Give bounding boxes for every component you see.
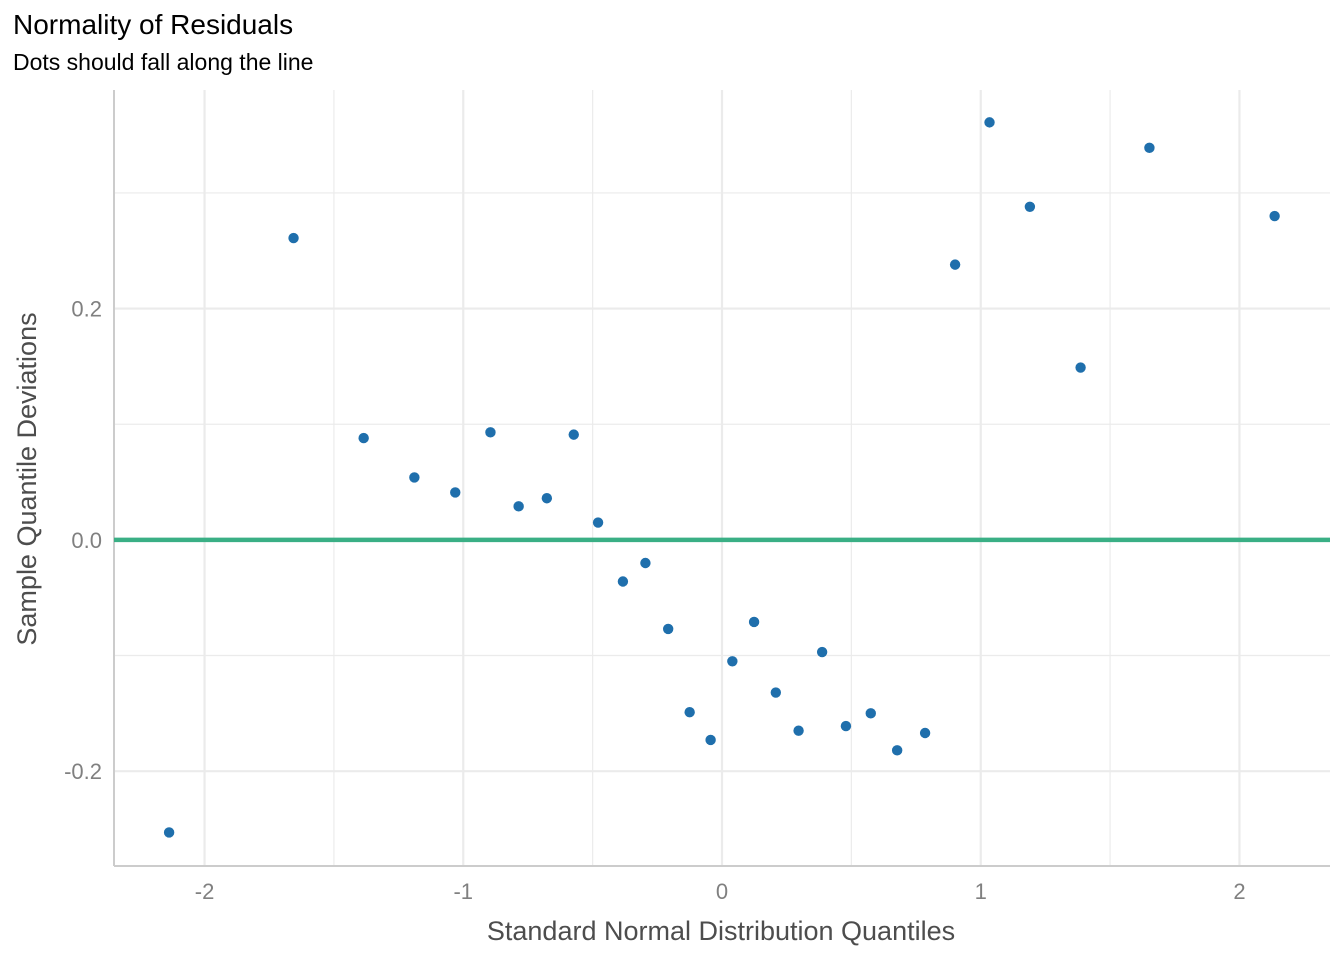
data-point — [288, 232, 299, 244]
data-point — [485, 427, 496, 438]
data-point — [617, 576, 629, 587]
data-point — [816, 646, 828, 658]
data-point — [949, 259, 961, 270]
data-point — [568, 429, 579, 440]
axes — [113, 90, 1330, 867]
major-gridlines — [114, 90, 1330, 866]
y-tick-label: -0.2 — [64, 759, 102, 784]
data-point — [640, 557, 651, 569]
x-tick-label: -2 — [195, 879, 215, 904]
data-point — [984, 117, 995, 128]
data-point — [748, 616, 760, 628]
data-point — [793, 725, 804, 736]
data-point — [1269, 210, 1280, 222]
data-point — [163, 827, 175, 838]
x-axis-title: Standard Normal Distribution Quantiles — [487, 916, 955, 946]
data-point — [513, 501, 524, 512]
data-point — [450, 487, 461, 498]
y-tick-label: 0.2 — [71, 297, 102, 322]
chart-title: Normality of Residuals — [13, 9, 293, 40]
x-tick-label: 2 — [1233, 879, 1245, 904]
x-tick-label: 0 — [716, 879, 728, 904]
data-points — [163, 117, 1280, 838]
chart-subtitle: Dots should fall along the line — [13, 49, 313, 75]
data-point — [770, 687, 782, 698]
data-point — [541, 493, 553, 504]
data-point — [840, 720, 852, 732]
data-point — [592, 517, 604, 528]
tick-labels: -2 -1 0 1 2 -0.2 0.0 0.2 — [64, 297, 1245, 904]
data-point — [1144, 142, 1155, 154]
data-point — [919, 727, 931, 739]
data-point — [891, 745, 903, 756]
data-point — [358, 432, 369, 444]
data-point — [727, 656, 738, 667]
data-point — [409, 472, 420, 483]
x-tick-label: 1 — [975, 879, 987, 904]
data-point — [705, 734, 716, 746]
data-point — [662, 623, 674, 635]
x-tick-label: -1 — [453, 879, 473, 904]
y-axis-title: Sample Quantile Deviations — [12, 312, 42, 645]
y-tick-label: 0.0 — [71, 528, 102, 553]
data-point — [1075, 362, 1086, 373]
data-point — [684, 706, 695, 718]
data-point — [865, 708, 876, 719]
data-point — [1024, 201, 1036, 213]
